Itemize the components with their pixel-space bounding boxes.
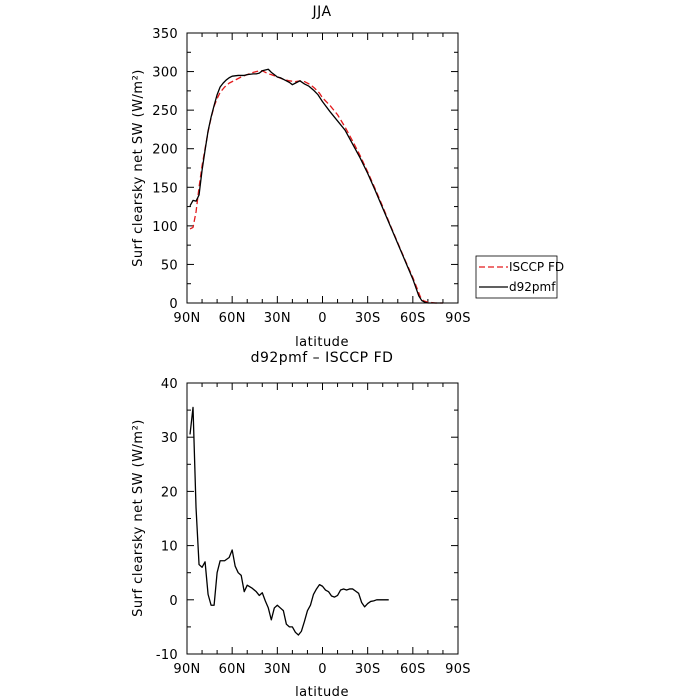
top-y-tick-label: 150 (152, 181, 178, 196)
top-series-line-d92pmf (189, 68, 443, 304)
top-y-tick-label: 350 (152, 27, 178, 42)
bottom-y-tick-label: 10 (161, 540, 178, 555)
bottom-y-tick-label: 40 (161, 377, 178, 392)
bottom-panel-y-axis-label: Surf clearsky net SW (W/m²) (131, 419, 146, 617)
top-panel-y-axis-label: Surf clearsky net SW (W/m²) (131, 69, 146, 267)
top-panel-frame (186, 32, 459, 304)
top-x-tick-label: 30N (264, 311, 291, 326)
bottom-panel-title: d92pmf – ISCCP FD (251, 350, 394, 366)
bottom-y-tick-label: 30 (161, 431, 178, 446)
legend-isccp-label: ISCCP FD (509, 260, 564, 274)
bottom-panel: d92pmf – ISCCP FD 90N 60N 30N 0 30S 60S 90S -10… (131, 350, 471, 700)
legend-d92pmf-label: d92pmf (509, 280, 556, 294)
bottom-x-tick-label: 30N (264, 662, 291, 677)
bottom-x-tick-label: 90N (173, 662, 200, 677)
bottom-x-tick-label: 30S (355, 662, 381, 677)
top-x-tick-label: 90S (445, 311, 471, 326)
legend: ISCCP FD d92pmf (475, 255, 564, 299)
bottom-panel-frame (186, 382, 459, 655)
top-y-tick-label: 250 (152, 104, 178, 119)
bottom-x-tick-label: 60S (400, 662, 426, 677)
top-x-tick-label: 0 (318, 311, 327, 326)
top-x-tick-label: 30S (355, 311, 381, 326)
top-series-line-isccp-fd (189, 70, 443, 304)
top-panel-title: JJA (311, 4, 331, 20)
top-y-tick-label: 50 (161, 258, 178, 273)
bottom-panel-x-axis-label: latitude (295, 685, 349, 700)
bottom-x-tick-label: 0 (318, 662, 327, 677)
top-panel: JJA 90N 60N 30N 0 30S 60S 90S 0 50 100 150 200 250 30… (131, 4, 471, 350)
top-y-tick-label: 0 (169, 297, 178, 312)
top-x-tick-label: 90N (173, 311, 200, 326)
bottom-y-tick-label: 0 (169, 594, 178, 609)
top-y-tick-label: 100 (152, 220, 178, 235)
top-x-tick-label: 60N (219, 311, 246, 326)
top-panel-x-axis-label: latitude (295, 335, 349, 350)
bottom-y-tick-label: 20 (161, 485, 178, 500)
top-y-tick-label: 200 (152, 143, 178, 158)
legend-box (475, 255, 558, 299)
bottom-x-tick-label: 90S (445, 662, 471, 677)
bottom-y-tick-label: -10 (156, 648, 178, 663)
bottom-series-line-difference (189, 406, 389, 636)
top-y-tick-label: 300 (152, 66, 178, 81)
bottom-x-tick-label: 60N (219, 662, 246, 677)
top-x-tick-label: 60S (400, 311, 426, 326)
